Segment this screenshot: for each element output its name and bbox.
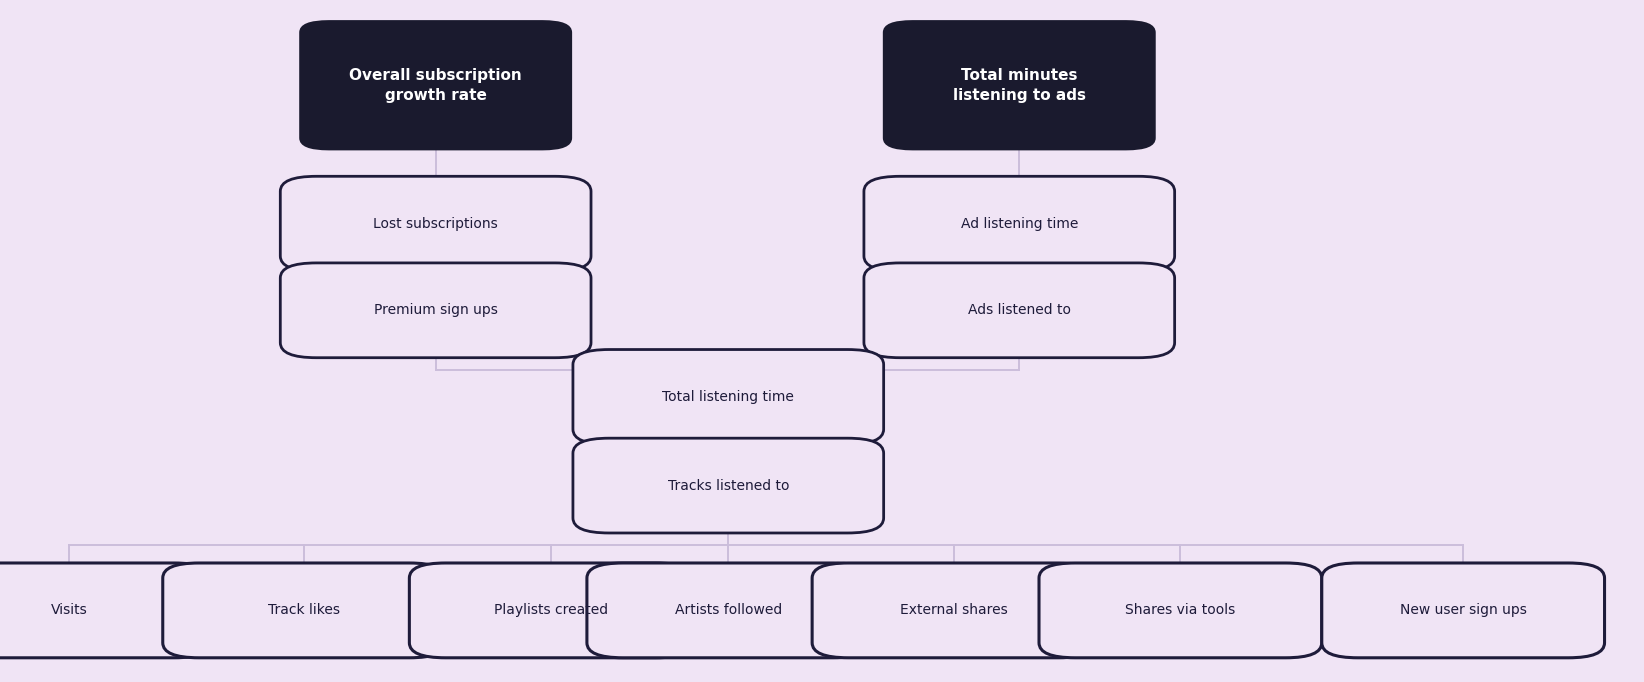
Text: Tracks listened to: Tracks listened to	[667, 479, 789, 492]
FancyBboxPatch shape	[299, 20, 572, 150]
FancyBboxPatch shape	[0, 563, 210, 657]
Text: Artists followed: Artists followed	[674, 604, 783, 617]
FancyBboxPatch shape	[865, 176, 1174, 271]
FancyBboxPatch shape	[1039, 563, 1322, 657]
FancyBboxPatch shape	[279, 176, 592, 271]
FancyBboxPatch shape	[812, 563, 1095, 657]
Text: Overall subscription
growth rate: Overall subscription growth rate	[349, 68, 523, 103]
Text: Total listening time: Total listening time	[663, 390, 794, 404]
FancyBboxPatch shape	[1322, 563, 1605, 657]
FancyBboxPatch shape	[883, 20, 1156, 150]
FancyBboxPatch shape	[587, 563, 870, 657]
Text: Shares via tools: Shares via tools	[1124, 604, 1236, 617]
Text: Ads listened to: Ads listened to	[968, 303, 1070, 317]
Text: Premium sign ups: Premium sign ups	[373, 303, 498, 317]
FancyBboxPatch shape	[409, 563, 692, 657]
FancyBboxPatch shape	[279, 263, 592, 357]
Text: External shares: External shares	[899, 604, 1008, 617]
FancyBboxPatch shape	[163, 563, 446, 657]
Text: New user sign ups: New user sign ups	[1399, 604, 1527, 617]
Text: Ad listening time: Ad listening time	[960, 217, 1078, 231]
Text: Lost subscriptions: Lost subscriptions	[373, 217, 498, 231]
Text: Track likes: Track likes	[268, 604, 340, 617]
Text: Visits: Visits	[51, 604, 87, 617]
FancyBboxPatch shape	[865, 263, 1174, 357]
Text: Total minutes
listening to ads: Total minutes listening to ads	[954, 68, 1085, 103]
Text: Playlists created: Playlists created	[493, 604, 608, 617]
FancyBboxPatch shape	[572, 350, 884, 445]
FancyBboxPatch shape	[572, 438, 884, 533]
